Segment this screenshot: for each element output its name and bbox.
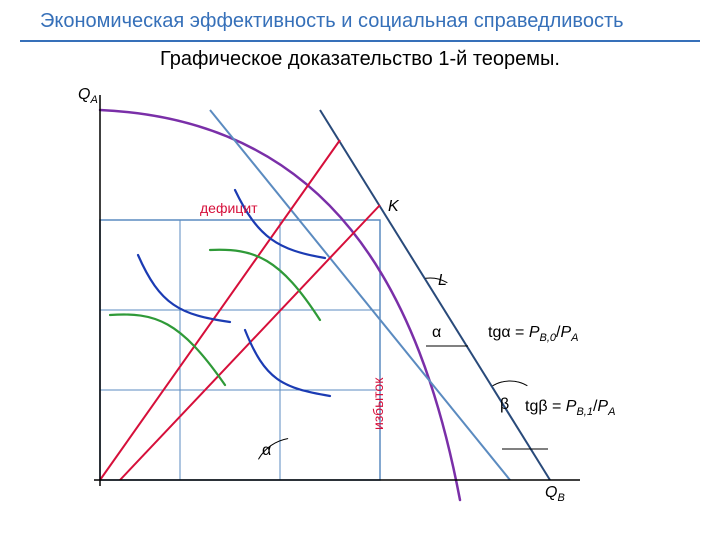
point-label-l: L (438, 272, 447, 290)
axis-label-qb: QB (545, 484, 565, 504)
label-deficit: дефицит (200, 200, 258, 216)
angle-label-alpha-outer: α (432, 324, 441, 342)
diagram-svg (0, 80, 720, 540)
formula-beta: tgβ = PB,1/PA (525, 398, 615, 418)
page-title: Экономическая эффективность и социальная… (40, 10, 624, 33)
axis-label-qa: QA (78, 86, 98, 106)
point-label-k: K (388, 198, 399, 216)
formula-alpha: tgα = PB,0/PA (488, 324, 578, 344)
angle-label-alpha-inner: α (262, 442, 271, 460)
title-underline (20, 40, 700, 42)
subtitle: Графическое доказательство 1-й теоремы. (0, 48, 720, 71)
label-surplus: избыток (370, 378, 386, 430)
diagram-canvas: QA QB K L дефицит избыток α β α tgα = PB… (0, 80, 720, 540)
angle-label-beta: β (500, 396, 509, 414)
